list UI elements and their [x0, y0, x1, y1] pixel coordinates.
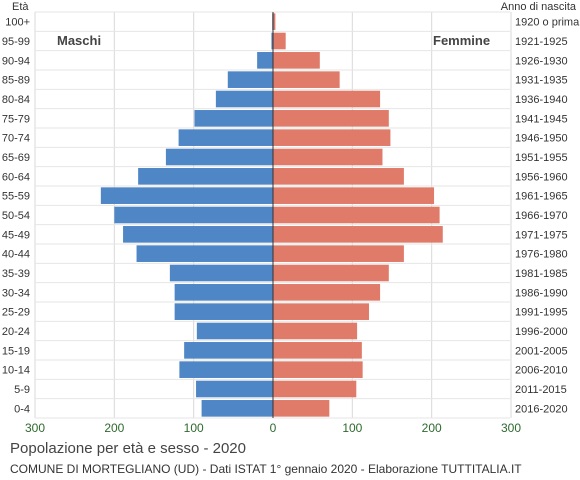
bar-female-15-19 — [273, 342, 362, 359]
birth-year-label: 2001-2005 — [515, 345, 568, 357]
bar-male-75-79 — [194, 110, 273, 127]
bar-male-0-4 — [201, 400, 273, 417]
birth-year-label: 1971-1975 — [515, 229, 568, 241]
x-tick-label: 200 — [104, 421, 124, 435]
chart-title: Popolazione per età e sesso - 2020 — [10, 440, 246, 457]
age-label: 15-19 — [2, 345, 30, 357]
bar-male-95-99 — [271, 32, 273, 50]
age-label: 0-4 — [14, 403, 30, 415]
bar-female-75-79 — [273, 110, 389, 127]
bar-female-50-54 — [273, 206, 440, 224]
age-label: 65-69 — [2, 152, 30, 164]
age-label: 5-9 — [14, 384, 30, 396]
age-label: 60-64 — [2, 171, 30, 183]
birth-year-label: 1921-1925 — [515, 36, 568, 48]
age-label: 55-59 — [2, 191, 30, 203]
bar-female-35-39 — [273, 264, 389, 282]
females-label: Femmine — [433, 33, 491, 48]
birth-year-label: 1986-1990 — [515, 287, 568, 299]
bar-female-5-9 — [273, 380, 357, 398]
age-label: 100+ — [5, 17, 30, 29]
bar-female-40-44 — [273, 245, 404, 262]
birth-year-label: 1931-1935 — [515, 75, 568, 87]
bar-male-15-19 — [184, 342, 273, 359]
bar-male-65-69 — [165, 148, 273, 166]
males-label: Maschi — [57, 33, 102, 48]
bar-male-50-54 — [114, 206, 273, 224]
bar-female-10-14 — [273, 361, 363, 378]
birth-year-label: 1926-1930 — [515, 55, 568, 67]
age-label: 25-29 — [2, 307, 30, 319]
birth-year-label: 1920 o prima — [515, 17, 580, 29]
labels: 100+ 1920 o prima 95-99 1921-1925 90-94 1926-… — [2, 17, 580, 435]
birth-year-label: 1951-1955 — [515, 152, 568, 164]
age-label: 90-94 — [2, 55, 30, 67]
bar-male-20-24 — [196, 322, 273, 340]
bar-male-25-29 — [174, 303, 273, 320]
age-label: 30-34 — [2, 287, 30, 299]
bar-male-10-14 — [179, 361, 273, 378]
bar-female-30-34 — [273, 284, 381, 301]
bar-male-5-9 — [196, 380, 273, 398]
bar-male-70-74 — [178, 129, 273, 146]
x-tick-label: 100 — [184, 421, 204, 435]
bar-male-40-44 — [136, 245, 273, 262]
birth-year-label: 1996-2000 — [515, 326, 568, 338]
age-label: 80-84 — [2, 94, 30, 106]
age-column-header: Età — [12, 1, 29, 13]
birth-year-label: 1966-1970 — [515, 210, 568, 222]
birth-year-label: 1946-1950 — [515, 133, 568, 145]
bar-female-45-49 — [273, 226, 443, 243]
bar-female-0-4 — [273, 400, 330, 417]
bar-female-85-89 — [273, 71, 340, 88]
birth-year-label: 2006-2010 — [515, 365, 568, 377]
bar-male-30-34 — [174, 284, 273, 301]
birth-year-label: 1981-1985 — [515, 268, 568, 280]
bar-male-55-59 — [100, 187, 273, 204]
x-tick-label: 200 — [422, 421, 442, 435]
birth-year-label: 1991-1995 — [515, 307, 568, 319]
bar-female-55-59 — [273, 187, 435, 204]
bar-female-90-94 — [273, 52, 320, 69]
bar-female-60-64 — [273, 168, 404, 185]
bar-female-100+ — [273, 13, 276, 30]
age-label: 20-24 — [2, 326, 30, 338]
birth-year-label: 1976-1980 — [515, 249, 568, 261]
bar-male-80-84 — [215, 90, 273, 108]
bars — [100, 12, 443, 418]
birth-year-label: 2016-2020 — [515, 403, 568, 415]
bar-male-60-64 — [138, 168, 273, 185]
bar-male-90-94 — [257, 52, 273, 69]
birth-year-label: 1936-1940 — [515, 94, 568, 106]
x-tick-label: 0 — [270, 421, 277, 435]
age-label: 85-89 — [2, 75, 30, 87]
age-label: 50-54 — [2, 210, 30, 222]
bar-female-95-99 — [273, 32, 286, 50]
bar-female-70-74 — [273, 129, 391, 146]
x-tick-label: 100 — [342, 421, 362, 435]
birth-year-column-header: Anno di nascita — [500, 1, 576, 13]
chart-source: COMUNE DI MORTEGLIANO (UD) - Dati ISTAT … — [10, 462, 522, 476]
bar-female-25-29 — [273, 303, 369, 320]
bar-male-35-39 — [169, 264, 273, 282]
birth-year-label: 2011-2015 — [515, 384, 567, 396]
x-tick-label: 300 — [25, 421, 45, 435]
age-label: 45-49 — [2, 229, 30, 241]
bar-male-45-49 — [123, 226, 273, 243]
x-tick-label: 300 — [501, 421, 521, 435]
birth-year-label: 1941-1945 — [515, 113, 568, 125]
age-label: 40-44 — [2, 249, 30, 261]
bar-female-80-84 — [273, 90, 381, 108]
birth-year-label: 1961-1965 — [515, 191, 568, 203]
birth-year-label: 1956-1960 — [515, 171, 568, 183]
bar-female-65-69 — [273, 148, 383, 166]
age-label: 35-39 — [2, 268, 30, 280]
bar-female-20-24 — [273, 322, 358, 340]
age-label: 95-99 — [2, 36, 30, 48]
bar-male-85-89 — [227, 71, 273, 88]
age-label: 75-79 — [2, 113, 30, 125]
age-label: 10-14 — [2, 365, 30, 377]
age-label: 70-74 — [2, 133, 30, 145]
